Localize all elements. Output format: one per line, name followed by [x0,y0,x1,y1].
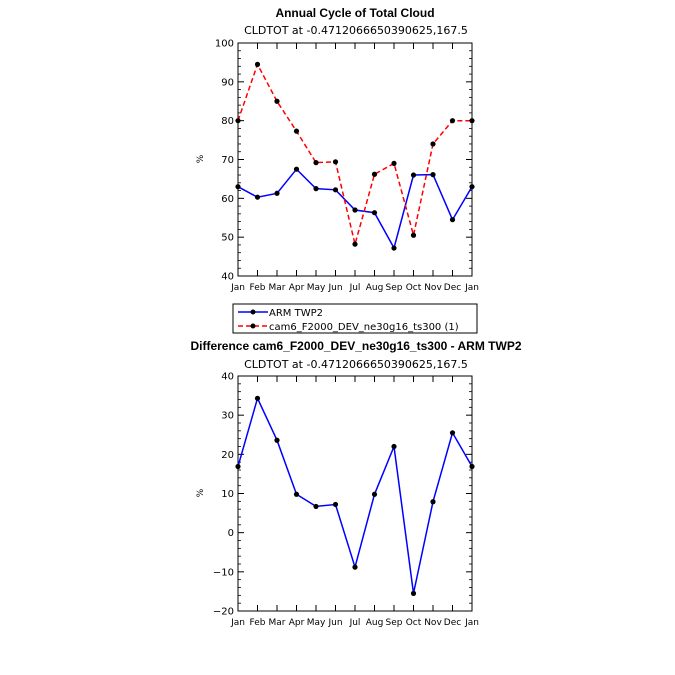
plot-frame [237,375,473,612]
y-tick-label: 80 [221,116,234,127]
data-point [332,187,339,193]
data-point [449,118,456,124]
x-tick-label: Oct [406,283,422,293]
data-point [235,118,241,124]
x-tick-label: Oct [406,618,422,628]
data-point [410,590,417,596]
data-point [313,160,319,166]
data-point [430,141,436,147]
data-point [293,128,300,134]
y-tick-label: 20 [221,450,234,461]
data-point [371,491,378,497]
data-point [352,564,358,570]
x-tick-label: Feb [250,618,266,628]
y-axis-label: % [196,488,206,497]
x-tick-label: Jul [349,618,361,628]
data-point [410,232,417,238]
data-point [293,491,300,497]
chart-subtitle: CLDTOT at -0.4712066650390625,167.5 [244,24,468,37]
y-tick-label: 70 [221,155,234,166]
y-tick-label: 10 [221,489,234,500]
data-point [235,184,241,190]
data-point [410,172,417,178]
data-point [274,98,280,104]
x-tick-label: Sep [386,283,403,293]
data-point [371,210,378,216]
y-tick-label: 100 [215,39,234,50]
x-tick-label: Jul [349,283,361,293]
x-tick-label: May [307,618,326,628]
data-point [313,503,319,510]
annual-cycle-chart: Annual Cycle of Total Cloud CLDTOT at -0… [196,6,479,293]
x-tick-label: Mar [269,618,286,628]
y-tick-label: −10 [213,567,234,578]
legend-marker-arm [250,309,256,315]
x-tick-label: Jan [464,618,479,628]
data-point [254,61,261,67]
x-tick-label: Apr [289,283,305,293]
legend-box [232,303,478,334]
x-tick-label: Nov [424,283,442,293]
x-tick-label: May [307,283,326,293]
data-point [391,160,397,166]
data-point [313,186,319,192]
x-tick-label: Sep [386,618,403,628]
series-line-0 [237,396,473,594]
y-axis-label: % [196,154,206,163]
y-tick-label: 50 [221,233,234,244]
data-point [469,118,475,124]
data-point [391,443,397,450]
y-tick-label: 0 [228,528,234,539]
data-point [274,190,280,196]
data-point [469,463,475,470]
chart-title: Annual Cycle of Total Cloud [275,6,434,20]
y-tick-label: 60 [221,194,234,205]
x-tick-label: Nov [424,618,442,628]
chart-subtitle: CLDTOT at -0.4712066650390625,167.5 [244,358,468,371]
x-tick-label: Jan [464,283,479,293]
x-tick-label: Jan [230,618,245,628]
legend-label-arm: ARM TWP2 [269,308,323,319]
x-tick-label: Jan [230,283,245,293]
data-point [449,217,456,223]
data-point [469,184,475,190]
data-point [274,437,280,443]
x-tick-label: Jun [327,283,342,293]
data-point [352,241,358,247]
x-tick-label: Feb [250,283,266,293]
data-point [235,463,241,470]
data-point [430,172,436,178]
series-line-1 [237,62,472,245]
data-point [352,207,358,213]
data-point [371,171,378,177]
x-tick-label: Dec [444,618,461,628]
y-tick-label: −20 [213,607,234,618]
data-point [332,159,339,165]
x-tick-label: Aug [366,283,384,293]
data-point [293,166,300,172]
data-point [254,395,261,401]
x-tick-label: Apr [289,618,305,628]
data-point [332,501,339,508]
y-tick-label: 40 [221,272,234,283]
y-tick-label: 30 [221,411,234,422]
x-tick-label: Dec [444,283,461,293]
x-tick-label: Jun [327,618,342,628]
data-point [391,245,397,251]
data-point [449,430,456,436]
legend: ARM TWP2 cam6_F2000_DEV_ne30g16_ts300 (1… [232,303,478,334]
difference-chart: Difference cam6_F2000_DEV_ne30g16_ts300 … [190,339,521,628]
data-point [254,194,261,200]
x-tick-label: Aug [366,618,384,628]
legend-label-cam6: cam6_F2000_DEV_ne30g16_ts300 (1) [269,322,459,333]
chart-title: Difference cam6_F2000_DEV_ne30g16_ts300 … [190,339,521,353]
x-tick-label: Mar [269,283,286,293]
y-tick-label: 90 [221,77,234,88]
data-point [430,499,436,505]
legend-marker-cam6 [250,323,256,329]
y-tick-label: 40 [221,372,234,383]
